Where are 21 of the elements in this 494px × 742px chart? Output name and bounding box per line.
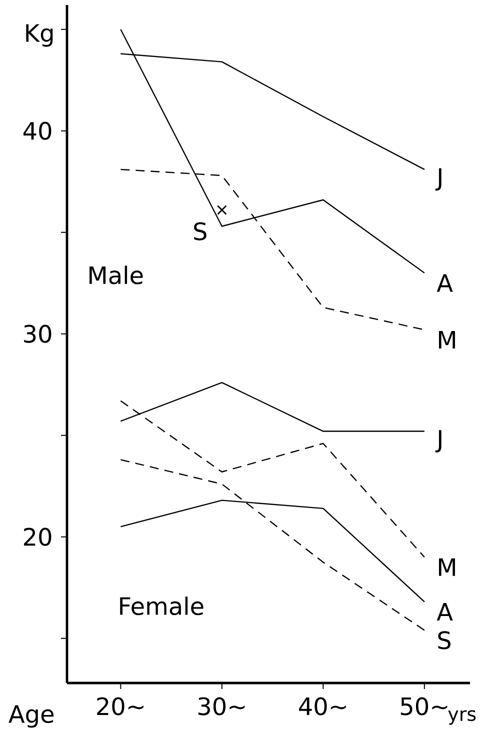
series-label: M xyxy=(438,331,455,349)
x-axis-title: Age xyxy=(8,705,54,728)
x-tick-label: 40~ xyxy=(299,697,346,716)
series-label: J xyxy=(435,168,442,191)
series-label: S xyxy=(438,631,451,650)
y-axis-title: Kg xyxy=(26,24,53,47)
x-tick-label: 30~ xyxy=(198,697,245,716)
y-tick-label: 20 xyxy=(24,528,52,546)
x-tick-label: 50~ xyxy=(400,697,448,716)
annotation: Male xyxy=(90,266,143,284)
y-tick-label: 40 xyxy=(23,122,52,140)
x-tick-label: 20~ xyxy=(97,697,144,716)
annotation: Female xyxy=(120,596,204,616)
series-label: A xyxy=(436,274,453,292)
text: yrs xyxy=(448,710,476,725)
series-label: M xyxy=(438,558,455,576)
series-label: A xyxy=(436,603,453,621)
line-series xyxy=(120,459,426,631)
series-label: S xyxy=(194,222,206,240)
y-tick-label: 30 xyxy=(24,324,52,343)
series-label: J xyxy=(435,430,442,452)
